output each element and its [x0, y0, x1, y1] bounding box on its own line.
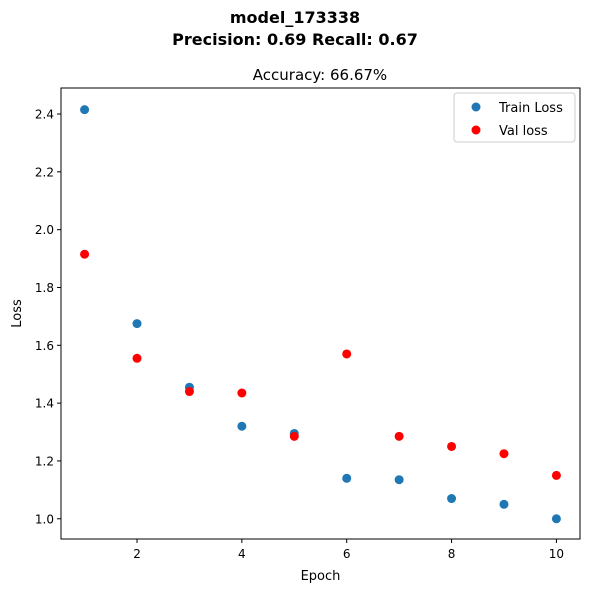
y-tick-label: 1.4: [35, 397, 54, 411]
point-train-loss: [237, 421, 247, 431]
point-val-loss: [394, 431, 404, 441]
data-points: [80, 105, 561, 524]
point-train-loss: [80, 105, 90, 115]
y-tick-label: 2.0: [35, 223, 54, 237]
point-val-loss: [132, 353, 142, 363]
legend-label-val-loss: Val loss: [499, 124, 548, 139]
point-val-loss: [342, 349, 352, 359]
legend-marker-train-loss: [471, 102, 481, 112]
suptitle-model-name: model_173338: [230, 8, 360, 27]
legend-marker-val-loss: [471, 125, 481, 135]
x-tick-label: 4: [238, 547, 246, 561]
legend-frame: [453, 92, 576, 143]
point-train-loss: [447, 494, 457, 504]
suptitle-metrics: Precision: 0.69 Recall: 0.67: [172, 30, 418, 49]
point-val-loss: [237, 388, 247, 398]
x-tick-label: 10: [549, 547, 564, 561]
plot-area: 1.0 1.2 1.4 1.6 1.8 2.0 2.2 2.4 2 4 6 8 10: [35, 87, 581, 561]
y-tick-label: 2.2: [35, 165, 54, 179]
x-axis-label: Epoch: [301, 569, 341, 584]
axes-frame: [60, 87, 581, 540]
legend: Train Loss Val loss: [453, 92, 576, 143]
point-val-loss: [499, 449, 509, 459]
point-train-loss: [342, 473, 352, 483]
point-train-loss: [132, 319, 142, 329]
point-train-loss: [394, 475, 404, 485]
point-val-loss: [184, 387, 194, 397]
legend-label-train-loss: Train Loss: [498, 101, 563, 116]
point-val-loss: [289, 431, 299, 441]
y-tick-label: 1.6: [35, 339, 54, 353]
x-tick-label: 8: [448, 547, 456, 561]
x-tick-label: 6: [343, 547, 351, 561]
point-val-loss: [447, 441, 457, 451]
y-tick-label: 2.4: [35, 108, 54, 122]
point-train-loss: [551, 514, 561, 524]
chart-title: Accuracy: 66.67%: [253, 66, 387, 84]
y-tick-label: 1.0: [35, 512, 54, 526]
point-val-loss: [551, 470, 561, 480]
y-tick-label: 1.2: [35, 454, 54, 468]
y-tick-label: 1.8: [35, 281, 54, 295]
y-axis-ticks: 1.0 1.2 1.4 1.6 1.8 2.0 2.2 2.4: [35, 108, 61, 526]
x-axis-ticks: 2 4 6 8 10: [133, 539, 564, 561]
point-val-loss: [80, 249, 90, 259]
y-axis-label: Loss: [10, 299, 25, 328]
x-tick-label: 2: [133, 547, 141, 561]
point-train-loss: [499, 499, 509, 509]
